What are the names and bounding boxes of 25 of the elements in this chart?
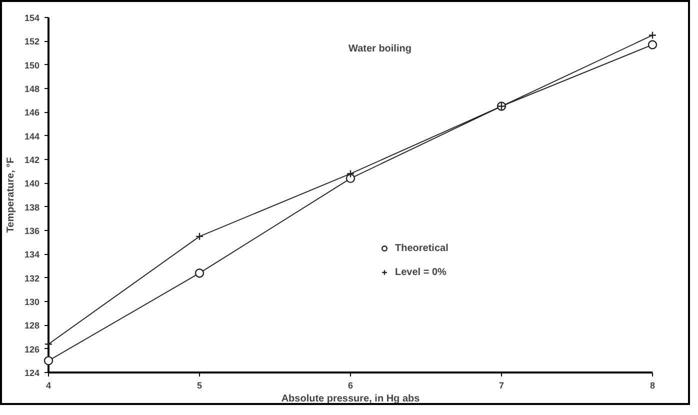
y-tick-label: 148 bbox=[24, 84, 40, 94]
x-tick-label: 5 bbox=[196, 380, 202, 390]
y-tick-label: 136 bbox=[24, 226, 40, 236]
y-axis-title: Temperature, °F bbox=[5, 157, 16, 233]
y-tick-label: 154 bbox=[24, 13, 40, 23]
y-tick-label: 134 bbox=[24, 250, 40, 260]
x-tick-label: 4 bbox=[46, 380, 52, 390]
y-tick-label: 152 bbox=[24, 36, 40, 47]
y-tick-label: 124 bbox=[24, 368, 40, 378]
y-tick-label: 128 bbox=[24, 320, 40, 331]
legend-label: Level = 0% bbox=[395, 266, 446, 278]
x-tick-label: 6 bbox=[348, 380, 354, 390]
y-tick-label: 140 bbox=[24, 178, 40, 189]
y-tick-label: 138 bbox=[24, 202, 40, 212]
y-tick-label: 126 bbox=[24, 344, 40, 354]
y-tick-label: 144 bbox=[24, 131, 40, 142]
y-tick-label: 142 bbox=[24, 155, 40, 165]
y-tick-label: 146 bbox=[24, 108, 40, 118]
y-tick-label: 132 bbox=[24, 273, 40, 284]
text: Water boiling bbox=[348, 44, 412, 54]
legend-label: Theoretical bbox=[395, 242, 448, 254]
y-tick-label: 130 bbox=[24, 297, 40, 307]
x-tick-label: 7 bbox=[498, 380, 504, 390]
x-tick-label: 8 bbox=[650, 380, 656, 390]
y-tick-label: 150 bbox=[24, 60, 40, 70]
